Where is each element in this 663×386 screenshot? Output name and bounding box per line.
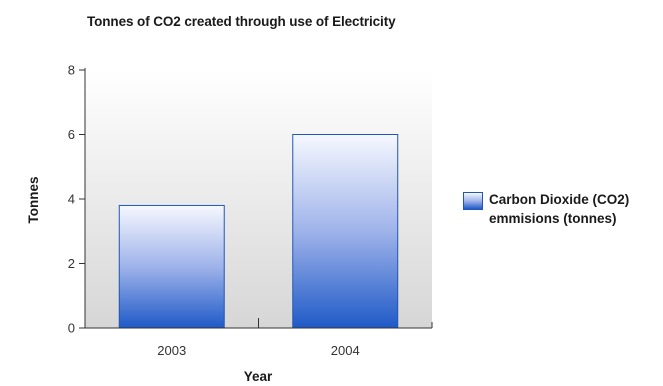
axes: 0 2 4 6 8 2003 2004 [68,63,433,358]
y-tick-label: 2 [68,256,75,271]
y-tick-label: 4 [68,192,75,207]
y-tick-label: 6 [68,127,75,142]
x-axis-title: Year [244,369,273,384]
legend-swatch [463,192,483,210]
bars [118,134,399,329]
chart-title: Tonnes of CO2 created through use of Ele… [87,14,396,29]
bar-2003 [118,204,225,329]
y-tick-label: 0 [68,321,75,336]
legend: Carbon Dioxide (CO2) emmisions (tonnes) [463,190,659,228]
y-axis-title: Tonnes [26,177,41,224]
x-tick-label: 2003 [157,343,186,358]
x-tick-label: 2004 [331,343,360,358]
y-tick-label: 8 [68,63,75,78]
legend-label: Carbon Dioxide (CO2) emmisions (tonnes) [489,192,630,226]
bar-2004 [292,134,399,329]
